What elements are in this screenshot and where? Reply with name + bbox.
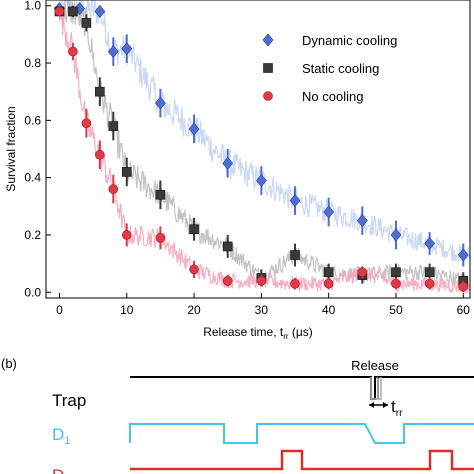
trr-label: trr <box>391 397 403 419</box>
data-point-square <box>424 267 435 278</box>
trap-waveform <box>130 376 474 400</box>
data-point-diamond <box>289 194 301 208</box>
legend-entry: No cooling <box>302 89 363 104</box>
x-tick-label: 20 <box>187 303 201 317</box>
legend-marker <box>263 91 273 101</box>
data-point-circle <box>458 281 469 292</box>
release-label: Release <box>351 358 399 373</box>
data-point-circle <box>256 276 267 286</box>
data-point-diamond <box>121 42 133 56</box>
legend-marker <box>263 63 273 73</box>
data-point-circle <box>189 264 199 275</box>
data-point-circle <box>95 149 105 160</box>
d2-label-main: D <box>52 466 64 474</box>
d2-waveform <box>130 449 474 471</box>
data-point-circle <box>81 118 92 129</box>
d1-waveform <box>129 423 474 444</box>
data-point-square <box>189 224 199 235</box>
data-point-diamond <box>107 45 119 59</box>
data-point-square <box>391 267 401 278</box>
axis-ticks: 0 10 20 30 40 50 60 0.0 0.2 0.4 0.6 0.8 1.0 <box>24 0 470 317</box>
data-point-diamond <box>457 248 469 262</box>
y-tick-label: 0.4 <box>24 171 41 185</box>
data-point-diamond <box>188 122 200 136</box>
data-point-circle <box>108 184 119 194</box>
data-point-circle <box>391 278 401 289</box>
data-point-diamond <box>94 4 106 18</box>
data-point-diamond <box>222 156 234 170</box>
y-tick-label: 1.0 <box>24 0 41 13</box>
trr-arrowhead-right <box>383 402 388 408</box>
x-tick-label: 50 <box>389 303 403 317</box>
data-point-diamond <box>74 2 86 16</box>
x-tick-label: 60 <box>457 303 471 317</box>
trr-arrowhead-left <box>369 402 374 408</box>
data-point-diamond <box>424 237 436 251</box>
d1-label-main: D <box>52 425 64 444</box>
panel-b-label: (b) <box>1 356 17 371</box>
legend: Dynamic cooling Static cooling No cooling <box>262 33 397 104</box>
data-point-diamond <box>155 96 166 110</box>
x-axis-label-sub: rr <box>283 332 289 341</box>
y-tick-label: 0.6 <box>24 113 41 127</box>
x-axis-label-unit: (μs) <box>289 325 313 339</box>
x-tick-label: 30 <box>255 303 269 317</box>
data-point-square <box>323 267 334 278</box>
legend-entry: Static cooling <box>302 61 379 76</box>
data-point-circle <box>357 267 368 278</box>
data-point-circle <box>121 230 132 240</box>
trr-label-main: t <box>391 397 396 416</box>
d1-label-sub: 1 <box>64 435 70 447</box>
data-point-circle <box>54 6 65 17</box>
data-points <box>54 2 469 293</box>
data-point-circle <box>323 278 334 289</box>
data-point-circle <box>68 46 78 57</box>
data-point-square <box>222 241 233 252</box>
x-tick-label: 10 <box>120 303 134 317</box>
x-axis-label: Release time, trr (μs) <box>203 325 313 341</box>
survival-plot: 0 10 20 30 40 50 60 0.0 0.2 0.4 0.6 0.8 1.0 Survival… <box>4 0 471 341</box>
trr-label-sub: rr <box>396 408 403 419</box>
data-point-circle <box>155 233 166 243</box>
d2-label: D2 <box>52 466 70 474</box>
legend-marker <box>262 33 274 47</box>
data-point-diamond <box>255 174 267 187</box>
y-tick-label: 0.8 <box>24 56 41 70</box>
y-axis-label: Survival fraction <box>4 106 18 191</box>
y-tick-label: 0.2 <box>24 228 41 242</box>
d1-label: D1 <box>52 425 70 447</box>
data-point-square <box>155 190 166 200</box>
axes-frame <box>45 0 471 299</box>
x-axis-label-main: Release time, t <box>203 325 284 339</box>
data-point-diamond <box>356 214 368 228</box>
data-point-square <box>95 86 105 97</box>
data-point-square <box>121 167 132 177</box>
x-tick-label: 0 <box>56 303 63 317</box>
y-tick-label: 0.0 <box>24 285 41 299</box>
legend-entry: Dynamic cooling <box>302 33 397 48</box>
noise-bands <box>58 0 470 294</box>
data-point-circle <box>222 276 233 286</box>
data-point-diamond <box>323 205 335 219</box>
x-tick-label: 40 <box>322 303 336 317</box>
data-point-circle <box>290 278 300 289</box>
trap-label: Trap <box>52 391 86 410</box>
data-point-square <box>290 250 300 260</box>
data-point-diamond <box>390 228 402 242</box>
data-point-square <box>81 18 92 28</box>
timing-diagram: (b) Release Trap trr D1 D2 <box>1 356 474 474</box>
data-point-square <box>68 6 78 17</box>
noise-band <box>58 0 470 288</box>
trap-release-ghost-2 <box>370 377 382 400</box>
data-point-square <box>108 121 119 131</box>
data-point-circle <box>424 278 435 289</box>
